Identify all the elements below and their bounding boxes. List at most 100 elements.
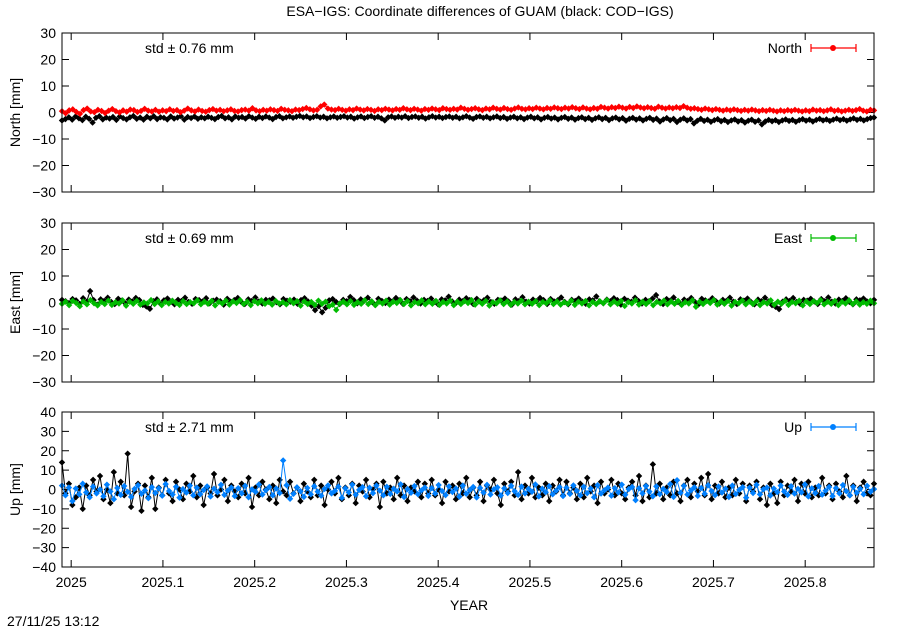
data-point-east [372,301,379,309]
data-point-up [159,492,166,499]
data-point-up [801,490,809,497]
data-point-north [791,106,799,114]
data-point-north [789,116,796,124]
data-point-north [119,114,127,122]
data-point-east [532,297,539,305]
data-point-east [763,300,771,307]
data-point-east [322,298,329,305]
data-point-east [739,297,746,304]
data-point-up [345,489,352,496]
data-point-east [130,300,137,308]
std-annotation-east: std ± 0.69 mm [145,230,234,246]
data-point-east [154,298,162,305]
data-point-north [276,113,283,120]
data-point-up [732,476,739,484]
data-point-north [511,105,518,112]
data-point-east [258,297,265,304]
data-point-up [435,481,442,489]
data-point-north [525,105,533,112]
y-axis-label-east: East [mm] [7,271,23,334]
data-point-up [266,495,273,503]
data-point-east [856,297,864,304]
data-point-east [724,297,732,305]
data-point-north [231,107,238,115]
data-point-east [810,297,817,305]
data-point-north [601,104,608,111]
data-point-up [670,493,677,501]
data-point-up [843,472,850,480]
data-point-north [374,113,382,120]
data-point-up [542,489,549,496]
data-point-up [314,488,321,495]
data-point-north [306,114,314,122]
data-point-up [742,494,750,501]
legend-label-up: Up [784,419,802,435]
series-north-esa [58,101,878,118]
panel-east: 30 20 10 0 −10 −20 −30 East [mm] std ± 0.69 mm Ea… [7,215,878,390]
data-point-up [836,490,843,497]
data-point-up [518,495,525,503]
data-point-up [152,489,159,497]
data-point-up [573,487,581,495]
data-point-north [655,103,662,110]
data-point-up [863,482,871,490]
data-point-up [459,482,467,489]
data-point-east [703,297,710,305]
data-point-up [169,497,176,505]
data-point-east [446,297,454,304]
data-point-north [157,114,164,121]
data-point-up [525,485,532,493]
data-point-north [65,114,72,121]
data-point-north [629,114,636,121]
data-point-up [65,484,73,491]
data-point-east [283,301,290,308]
data-point-north [704,116,711,123]
data-point-up [463,490,470,497]
data-point-north [670,115,677,123]
data-point-up [660,495,667,503]
data-point-north [728,117,735,124]
data-point-north [429,113,436,120]
data-point-north [731,116,738,123]
data-point-up [628,483,636,491]
data-point-north [716,106,723,114]
data-point-east [699,300,707,308]
data-point-up [414,490,422,498]
data-point-north [863,108,871,115]
data-point-north [483,113,490,120]
data-point-north [762,118,769,125]
data-point-up [666,492,674,499]
data-point-east [343,301,351,308]
data-point-east [550,300,557,308]
data-point-up [825,483,833,491]
data-point-up [283,492,290,499]
data-point-up [570,482,577,489]
data-point-east [393,299,400,307]
data-point-north [687,105,694,112]
data-point-up [556,483,563,491]
data-point-up [597,478,605,485]
data-point-east [496,297,504,304]
data-point-up [197,482,204,489]
data-point-north [497,114,504,122]
data-point-up [504,489,511,497]
data-point-up [818,491,826,498]
data-point-east [536,301,543,309]
data-point-up [729,482,736,489]
panel-north: 30 20 10 0 −10 −20 −30 North [mm] std ± 0.76 mm N… [7,25,878,200]
data-point-north [847,116,854,123]
data-point-east [347,297,354,305]
data-point-east [852,298,860,305]
data-point-east [585,302,593,309]
data-point-up [373,482,380,489]
data-point-up [577,480,584,487]
data-point-east [742,301,749,308]
data-point-up [711,491,719,499]
data-point-up [687,494,695,501]
data-point-up [352,491,359,498]
data-point-up [172,478,180,485]
data-point-up [190,472,197,480]
data-point-north [62,110,69,117]
data-point-north [432,114,439,121]
y-tick-label-up: 0 [48,482,56,498]
